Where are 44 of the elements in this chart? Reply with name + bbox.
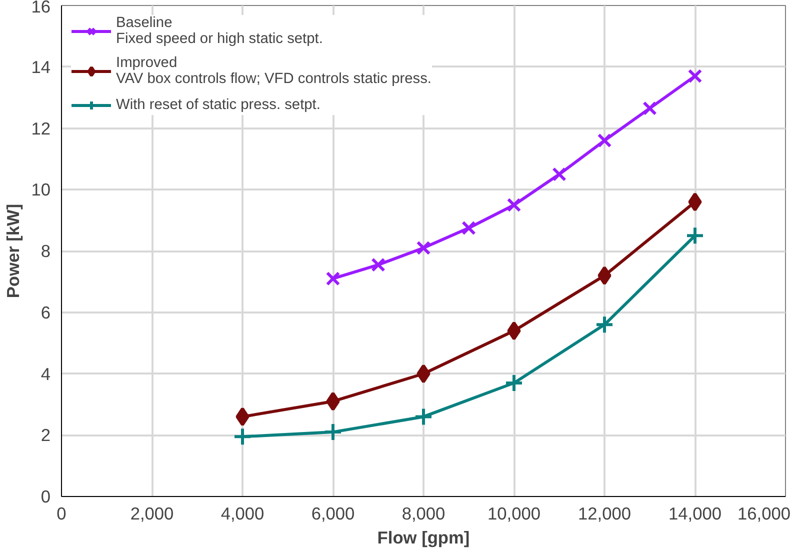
legend-label: Improved VAV box controls flow; VFD controls static press.: [116, 55, 432, 87]
y-tick-label: 10: [31, 180, 51, 200]
point: [326, 271, 340, 286]
x-tick-label: 0: [56, 504, 66, 524]
x-tick-label: 12,000: [578, 504, 631, 524]
point: [597, 133, 612, 148]
y-tick-label: 8: [40, 241, 51, 261]
point: [504, 373, 524, 392]
point: [642, 101, 657, 116]
point: [414, 407, 433, 426]
point: [595, 315, 614, 334]
point: [236, 407, 250, 426]
point: [506, 198, 522, 212]
point: [686, 226, 704, 246]
legend-label: Baseline Fixed speed or high static setpt.: [116, 15, 323, 47]
point: [416, 240, 431, 256]
x-tick-label: 4,000: [220, 504, 264, 524]
legend-label: With reset of static press. setpt.: [116, 97, 320, 113]
point: [233, 427, 252, 446]
y-tick-label: 2: [40, 425, 51, 446]
point: [462, 220, 476, 236]
x-tick-label: 6,000: [311, 504, 355, 524]
x-tick-label: 8,000: [402, 504, 446, 524]
y-tick-label: 0: [40, 486, 51, 506]
x-tick-label: 16,000: [738, 504, 790, 524]
x-tick-label: 10,000: [488, 504, 540, 524]
point: [326, 392, 340, 411]
point: [371, 258, 386, 272]
point: [324, 422, 342, 442]
y-axis-title: Power [kW]: [3, 204, 24, 298]
point: [507, 321, 521, 340]
x-axis-title: Flow [gpm]: [377, 528, 470, 548]
point: [688, 68, 702, 84]
point: [416, 364, 430, 384]
y-tick-label: 6: [40, 302, 51, 322]
y-tick-label: 14: [31, 56, 51, 77]
y-tick-label: 12: [31, 118, 51, 138]
y-tick-label: 4: [40, 364, 51, 384]
x-tick-label: 2,000: [130, 504, 174, 524]
point: [688, 192, 702, 212]
point: [598, 266, 612, 286]
y-tick-label: 16: [31, 0, 51, 16]
x-tick-label: 14,000: [668, 504, 722, 524]
point: [552, 167, 566, 182]
